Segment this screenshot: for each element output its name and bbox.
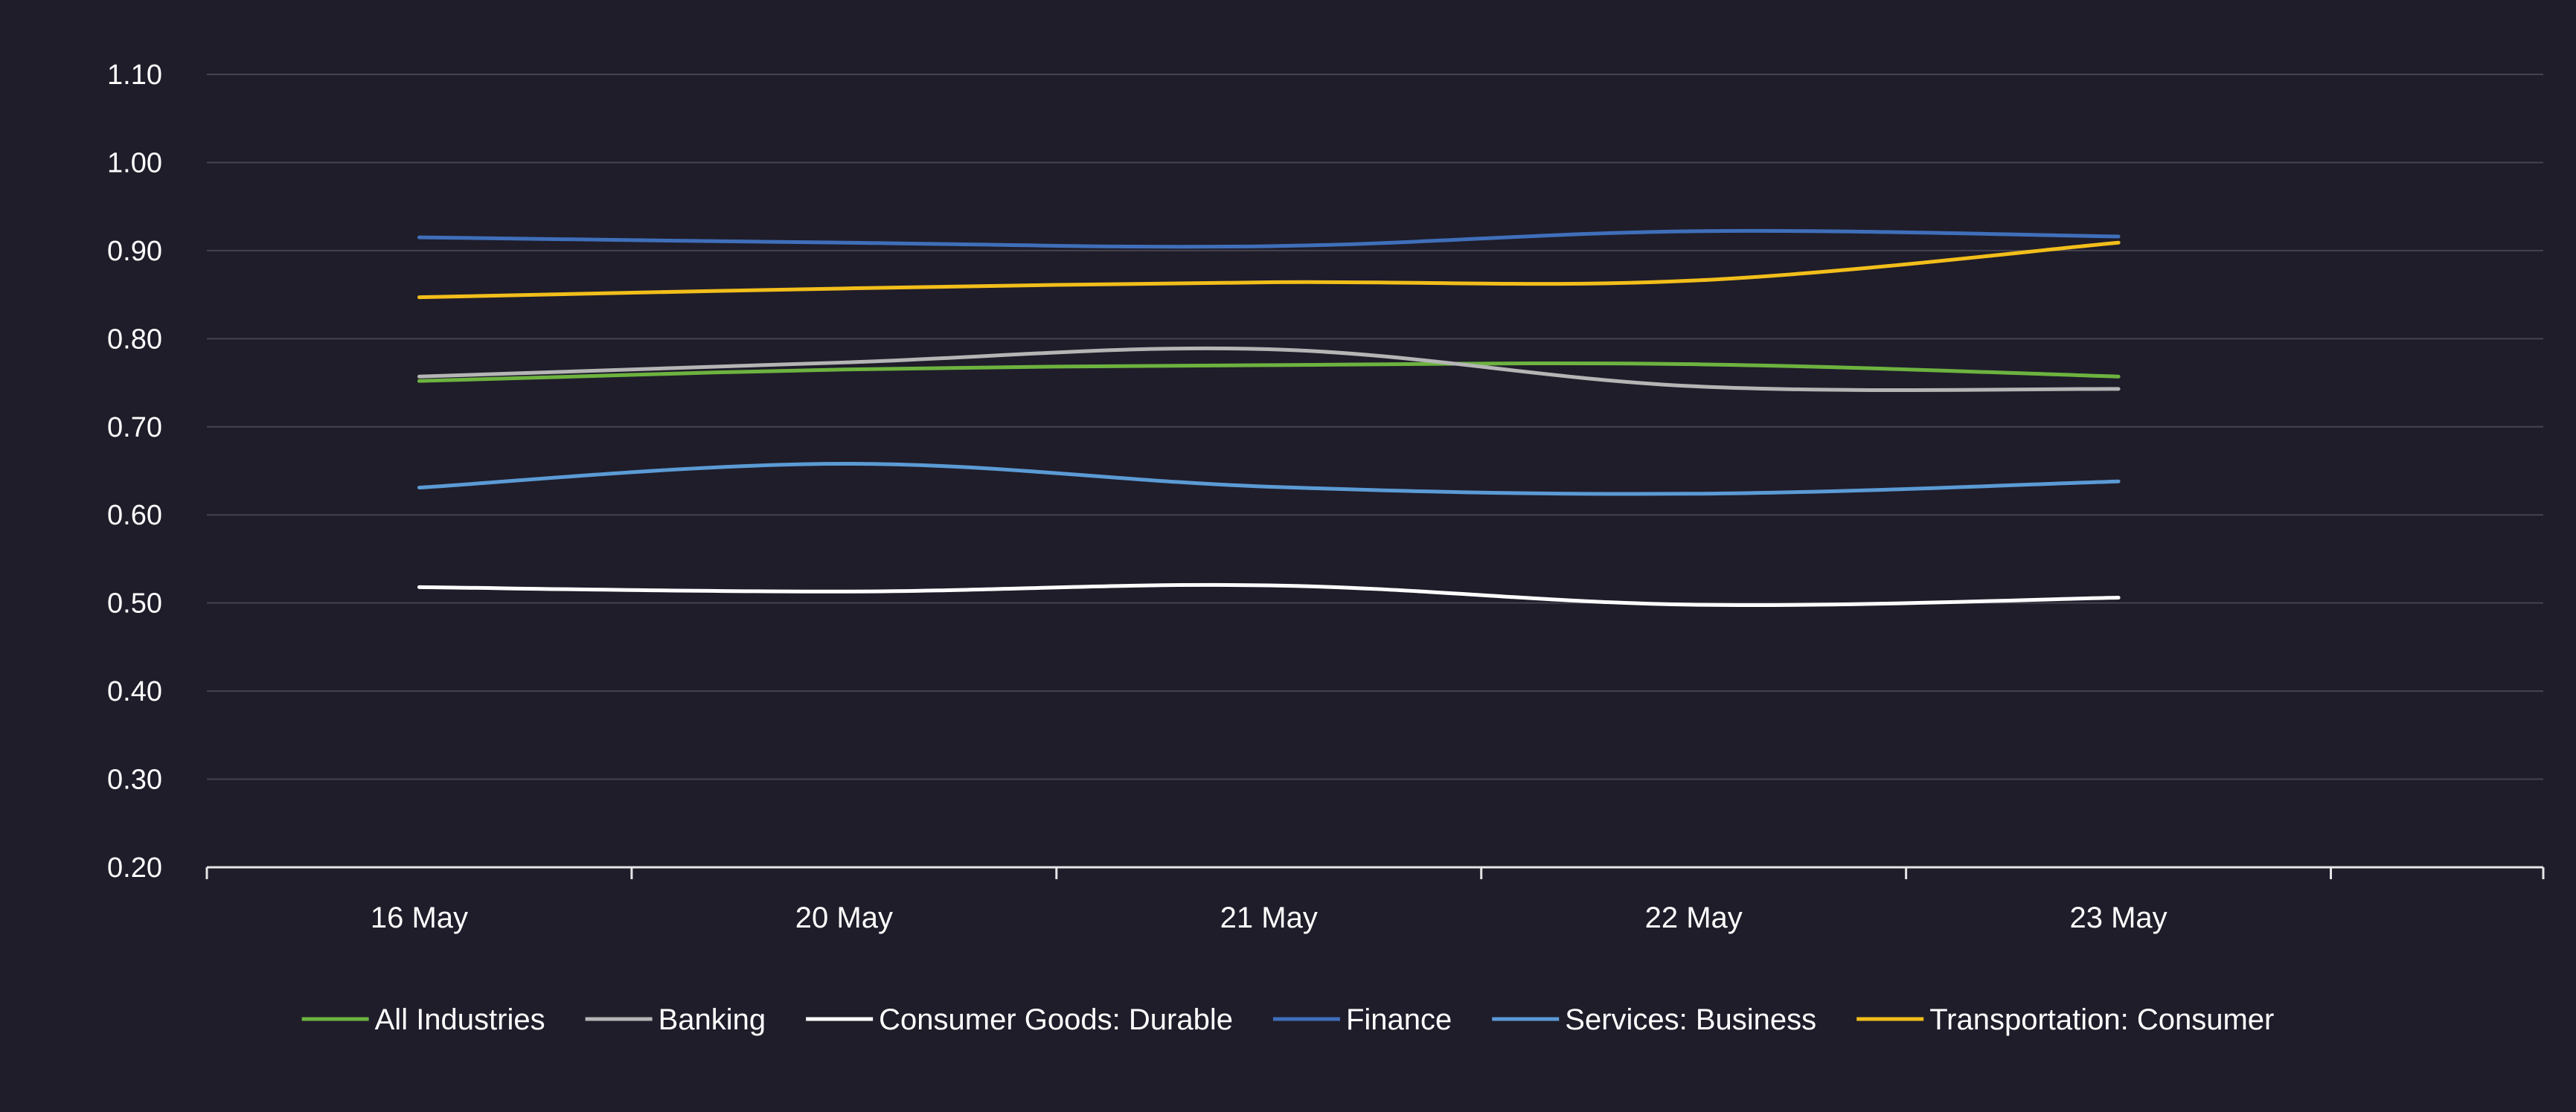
series-line-services-business bbox=[419, 464, 2118, 495]
legend: All Industries Banking Consumer Goods: Dur… bbox=[302, 1003, 2275, 1036]
y-tick-label: 0.50 bbox=[107, 588, 162, 620]
legend-label: Transportation: Consumer bbox=[1929, 1003, 2274, 1036]
legend-label: Services: Business bbox=[1565, 1003, 1816, 1036]
series-line-consumer-goods-durable bbox=[419, 585, 2118, 605]
legend-label: Finance bbox=[1346, 1003, 1452, 1036]
legend-item[interactable]: Transportation: Consumer bbox=[1856, 1003, 2274, 1036]
series-line-finance bbox=[419, 231, 2118, 246]
y-tick-label: 0.40 bbox=[107, 676, 162, 707]
legend-item[interactable]: Services: Business bbox=[1492, 1003, 1816, 1036]
y-tick-label: 0.90 bbox=[107, 236, 162, 267]
x-axis: 16 May 20 May 21 May 22 May 23 May bbox=[207, 867, 2543, 934]
y-tick-label: 0.80 bbox=[107, 324, 162, 355]
y-tick-label: 0.70 bbox=[107, 412, 162, 443]
y-tick-label: 0.60 bbox=[107, 500, 162, 531]
series-line-all-industries bbox=[419, 363, 2118, 381]
legend-label: Banking bbox=[659, 1003, 766, 1036]
y-axis: 0.20 0.30 0.40 0.50 0.60 0.70 0.80 0.90 1.00 1.10 bbox=[107, 60, 162, 884]
y-tick-label: 1.00 bbox=[107, 147, 162, 179]
x-tick-label: 21 May bbox=[1220, 902, 1318, 934]
x-tick-label: 16 May bbox=[371, 902, 468, 934]
legend-label: Consumer Goods: Durable bbox=[879, 1003, 1233, 1036]
legend-item[interactable]: Banking bbox=[586, 1003, 766, 1036]
series-lines bbox=[419, 231, 2118, 605]
legend-item[interactable]: All Industries bbox=[302, 1003, 545, 1036]
x-tick-label: 22 May bbox=[1645, 902, 1743, 934]
y-tick-label: 0.20 bbox=[107, 852, 162, 884]
gridlines bbox=[207, 74, 2543, 780]
x-tick-label: 20 May bbox=[795, 902, 893, 934]
legend-label: All Industries bbox=[375, 1003, 545, 1036]
y-tick-label: 1.10 bbox=[107, 60, 162, 91]
legend-item[interactable]: Consumer Goods: Durable bbox=[806, 1003, 1233, 1036]
x-tick-label: 23 May bbox=[2070, 902, 2168, 934]
legend-item[interactable]: Finance bbox=[1273, 1003, 1452, 1036]
y-tick-label: 0.30 bbox=[107, 765, 162, 796]
